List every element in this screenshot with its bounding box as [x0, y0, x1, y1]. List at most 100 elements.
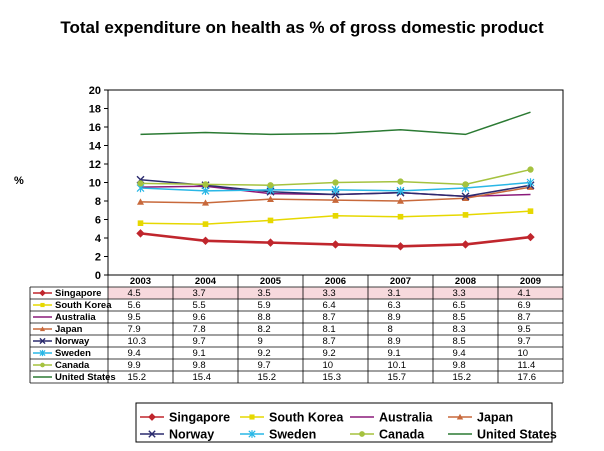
data-point-norway [461, 192, 470, 201]
table-cell: 10.1 [388, 360, 407, 371]
table-cell: 5.6 [128, 300, 141, 311]
y-tick-label-12: 12 [89, 159, 101, 171]
legend-box [135, 402, 553, 443]
data-point-japan [527, 183, 534, 190]
table-cell: 6.4 [323, 300, 336, 311]
data-point-south-korea [527, 208, 534, 214]
y-tick-label-14: 14 [89, 141, 102, 153]
table-cell: 9.7 [518, 336, 531, 347]
table-row-label-norway: Norway [55, 336, 90, 347]
data-point-singapore [266, 238, 275, 247]
y-tick-label-2: 2 [95, 252, 101, 264]
table-cell: 6.3 [388, 300, 401, 311]
legend-label-australia: Australia [379, 411, 434, 425]
legend-label-united-states: United States [477, 428, 557, 442]
data-point-japan [137, 198, 144, 205]
legend-key-marker-japan [456, 413, 464, 420]
table-cell: 8 [388, 324, 393, 335]
table-cell: 4.1 [518, 288, 531, 299]
legend-label-norway: Norway [169, 428, 214, 442]
table-cell: 5.9 [258, 300, 271, 311]
data-point-canada [267, 182, 274, 189]
data-point-south-korea [462, 212, 469, 218]
table-cell: 9.4 [128, 348, 141, 359]
y-tick-label-8: 8 [95, 196, 101, 208]
data-point-japan [332, 196, 339, 203]
y-tick-label-16: 16 [89, 122, 101, 134]
table-cell: 15.7 [388, 372, 407, 383]
legend-label-japan: Japan [477, 411, 513, 425]
table-row-label-singapore: Singapore [55, 288, 101, 299]
table-cell: 7.8 [193, 324, 206, 335]
y-tick-label-20: 20 [89, 85, 101, 97]
table-cell: 6.5 [453, 300, 466, 311]
table-key-marker-canada [40, 362, 45, 368]
data-point-canada [202, 181, 209, 188]
table-cell: 8.7 [323, 336, 336, 347]
y-tick-label-6: 6 [95, 215, 101, 227]
table-cell: 8.8 [258, 312, 271, 323]
table-cell: 8.7 [323, 312, 336, 323]
table-cell: 8.9 [388, 312, 401, 323]
table-key-marker-norway [39, 337, 46, 345]
data-point-canada [332, 179, 339, 186]
x-tick-label-2009: 2009 [520, 276, 541, 287]
table-cell: 8.2 [258, 324, 271, 335]
table-cell: 8.7 [518, 312, 531, 323]
y-tick-label-18: 18 [89, 104, 101, 116]
table-row-label-japan: Japan [55, 324, 83, 335]
table-cell: 9.1 [193, 348, 206, 359]
table-cell: 10 [323, 360, 334, 371]
y-axis-label: % [14, 175, 24, 187]
data-point-south-korea [397, 213, 404, 220]
x-tick-label-2006: 2006 [325, 276, 346, 287]
table-cell: 3.1 [388, 288, 401, 299]
data-point-singapore [396, 242, 405, 251]
data-point-japan [202, 199, 209, 206]
data-point-sweden [526, 178, 535, 187]
table-cell: 10 [518, 348, 529, 359]
data-point-south-korea [267, 217, 274, 224]
table-cell: 6.9 [518, 300, 531, 311]
data-point-south-korea [137, 220, 144, 226]
table-cell: 9.4 [453, 348, 466, 359]
table-cell: 9.7 [193, 336, 206, 347]
data-point-singapore [201, 236, 210, 245]
y-tick-label-4: 4 [95, 233, 102, 245]
legend-label-south-korea: South Korea [269, 411, 344, 425]
table-row-label-south-korea: South Korea [55, 300, 112, 311]
table-key-marker-south-korea [40, 302, 45, 308]
table-cell: 9 [258, 336, 263, 347]
table-cell: 9.6 [193, 312, 206, 323]
table-row-label-sweden: Sweden [55, 348, 91, 359]
legend-key-marker-canada [359, 431, 365, 437]
table-row-highlight [108, 287, 563, 299]
table-cell: 15.2 [128, 372, 147, 383]
table-cell: 15.3 [323, 372, 342, 383]
data-point-south-korea [332, 213, 339, 219]
data-point-canada [462, 181, 469, 188]
legend-key-marker-sweden [248, 430, 256, 438]
legend-key-marker-south-korea [249, 414, 255, 420]
table-cell: 9.2 [258, 348, 271, 359]
table-cell: 8.9 [388, 336, 401, 347]
data-point-canada [137, 180, 144, 187]
table-cell: 3.3 [323, 288, 336, 299]
table-cell: 5.5 [193, 300, 206, 311]
table-cell: 8.5 [453, 312, 466, 323]
legend-key-marker-norway [148, 430, 156, 438]
data-point-sweden [396, 186, 405, 196]
chart-title: Total expenditure on health as % of gros… [60, 18, 544, 37]
table-cell: 10.3 [128, 336, 147, 347]
x-tick-label-2007: 2007 [390, 276, 411, 287]
y-tick-label-10: 10 [89, 178, 101, 190]
x-tick-label-2003: 2003 [130, 276, 151, 287]
table-cell: 9.7 [258, 360, 271, 371]
legend-label-canada: Canada [379, 428, 425, 442]
table-key-marker-singapore [39, 289, 46, 297]
legend-label-singapore: Singapore [169, 411, 230, 425]
table-cell: 3.7 [193, 288, 206, 299]
table-cell: 7.9 [128, 324, 141, 335]
table-cell: 4.5 [128, 288, 141, 299]
